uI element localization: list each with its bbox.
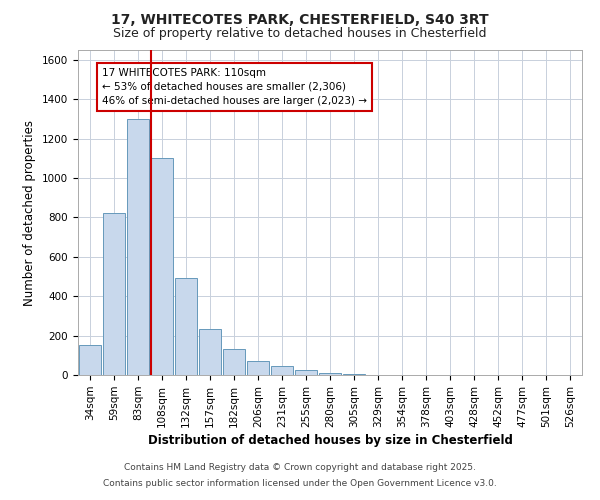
Bar bbox=[223, 350, 245, 375]
Text: 17 WHITECOTES PARK: 110sqm
← 53% of detached houses are smaller (2,306)
46% of s: 17 WHITECOTES PARK: 110sqm ← 53% of deta… bbox=[102, 68, 367, 106]
Bar bbox=[271, 366, 293, 375]
Bar bbox=[295, 370, 317, 375]
Bar bbox=[343, 374, 365, 375]
Bar bbox=[247, 361, 269, 375]
Bar bbox=[79, 346, 101, 375]
Text: Contains public sector information licensed under the Open Government Licence v3: Contains public sector information licen… bbox=[103, 478, 497, 488]
Bar bbox=[127, 119, 149, 375]
Bar bbox=[175, 278, 197, 375]
Text: Contains HM Land Registry data © Crown copyright and database right 2025.: Contains HM Land Registry data © Crown c… bbox=[124, 464, 476, 472]
Bar bbox=[199, 328, 221, 375]
Bar bbox=[151, 158, 173, 375]
Text: Size of property relative to detached houses in Chesterfield: Size of property relative to detached ho… bbox=[113, 28, 487, 40]
Text: 17, WHITECOTES PARK, CHESTERFIELD, S40 3RT: 17, WHITECOTES PARK, CHESTERFIELD, S40 3… bbox=[111, 12, 489, 26]
Bar bbox=[319, 373, 341, 375]
Y-axis label: Number of detached properties: Number of detached properties bbox=[23, 120, 37, 306]
X-axis label: Distribution of detached houses by size in Chesterfield: Distribution of detached houses by size … bbox=[148, 434, 512, 447]
Bar bbox=[103, 214, 125, 375]
